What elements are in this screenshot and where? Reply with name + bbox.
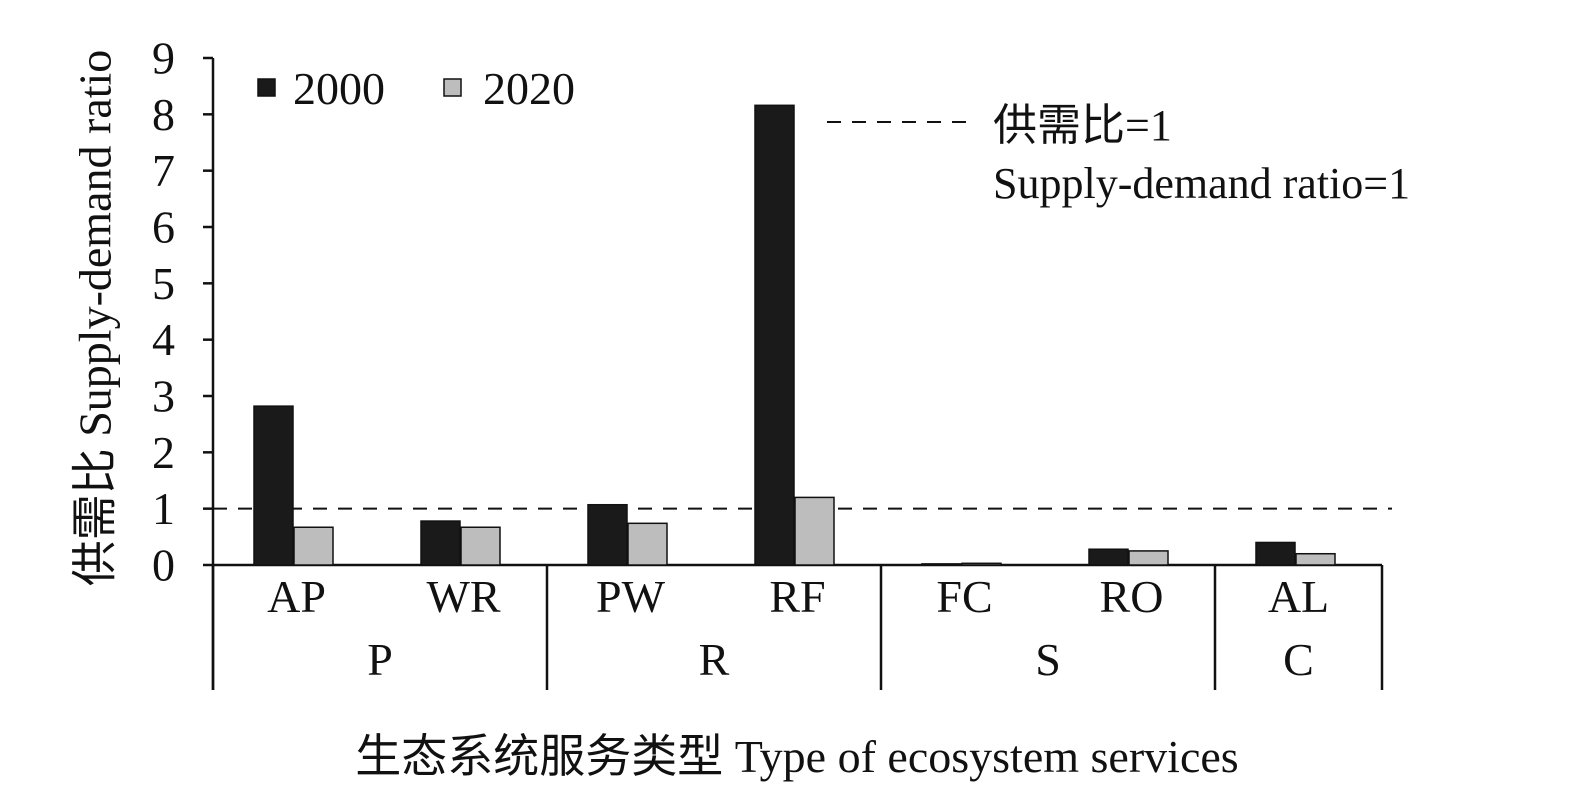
x-group-label: C — [1283, 634, 1314, 685]
x-group-label: R — [699, 634, 730, 685]
legend-swatch-2000 — [257, 78, 276, 97]
legend-label-2020: 2020 — [483, 63, 575, 114]
bar-al-2020 — [1295, 552, 1336, 566]
bar-fc-2000 — [921, 563, 962, 566]
y-tick-label: 1 — [152, 483, 175, 534]
y-tick-label: 8 — [152, 89, 175, 140]
x-axis-title: 生态系统服务类型 Type of ecosystem services — [355, 731, 1238, 782]
legend: 2000 2020 — [257, 63, 970, 123]
bar-wr-2000 — [420, 520, 461, 566]
legend-label-2000: 2000 — [293, 63, 385, 114]
bar-ap-2020 — [293, 526, 334, 566]
legend-swatch-2020 — [443, 78, 462, 97]
bar-al-2000 — [1255, 541, 1296, 566]
y-tick-label: 3 — [152, 371, 175, 422]
x-category-label: WR — [426, 571, 500, 622]
x-category-label: RO — [1100, 571, 1164, 622]
bar-rf-2020 — [794, 496, 835, 566]
x-group-label: P — [367, 634, 393, 685]
bar-wr-2020 — [460, 526, 501, 566]
x-category-label: FC — [936, 571, 992, 622]
x-category-label: RF — [769, 571, 825, 622]
x-category-label: AP — [267, 571, 326, 622]
x-category-label: PW — [596, 571, 666, 622]
x-group-label: S — [1035, 634, 1061, 685]
y-tick-label: 4 — [152, 314, 175, 365]
bar-ro-2000 — [1088, 548, 1129, 566]
y-tick-label: 7 — [152, 145, 175, 196]
y-tick-label: 9 — [152, 33, 175, 84]
bar-rf-2000 — [754, 104, 795, 566]
reference-line-label-english: Supply-demand ratio=1 — [993, 159, 1410, 208]
y-tick-label: 5 — [152, 258, 175, 309]
bar-ap-2000 — [253, 405, 294, 566]
bar-pw-2020 — [627, 522, 668, 566]
y-tick-label: 2 — [152, 427, 175, 478]
y-axis-title: 供需比 Supply-demand ratio — [70, 50, 121, 587]
y-tick-label: 0 — [152, 540, 175, 591]
x-category-label: AL — [1268, 571, 1329, 622]
labels: 0 123 456 789 AP WR PW RF FC RO AL P R S C — [152, 33, 1329, 686]
reference-line-label: 供需比=1 — [993, 101, 1172, 150]
y-tick-label: 6 — [152, 202, 175, 253]
bar-pw-2000 — [587, 503, 628, 566]
bars — [253, 104, 1336, 566]
bar-fc-2020 — [961, 562, 1002, 566]
bar-ro-2020 — [1128, 550, 1169, 566]
